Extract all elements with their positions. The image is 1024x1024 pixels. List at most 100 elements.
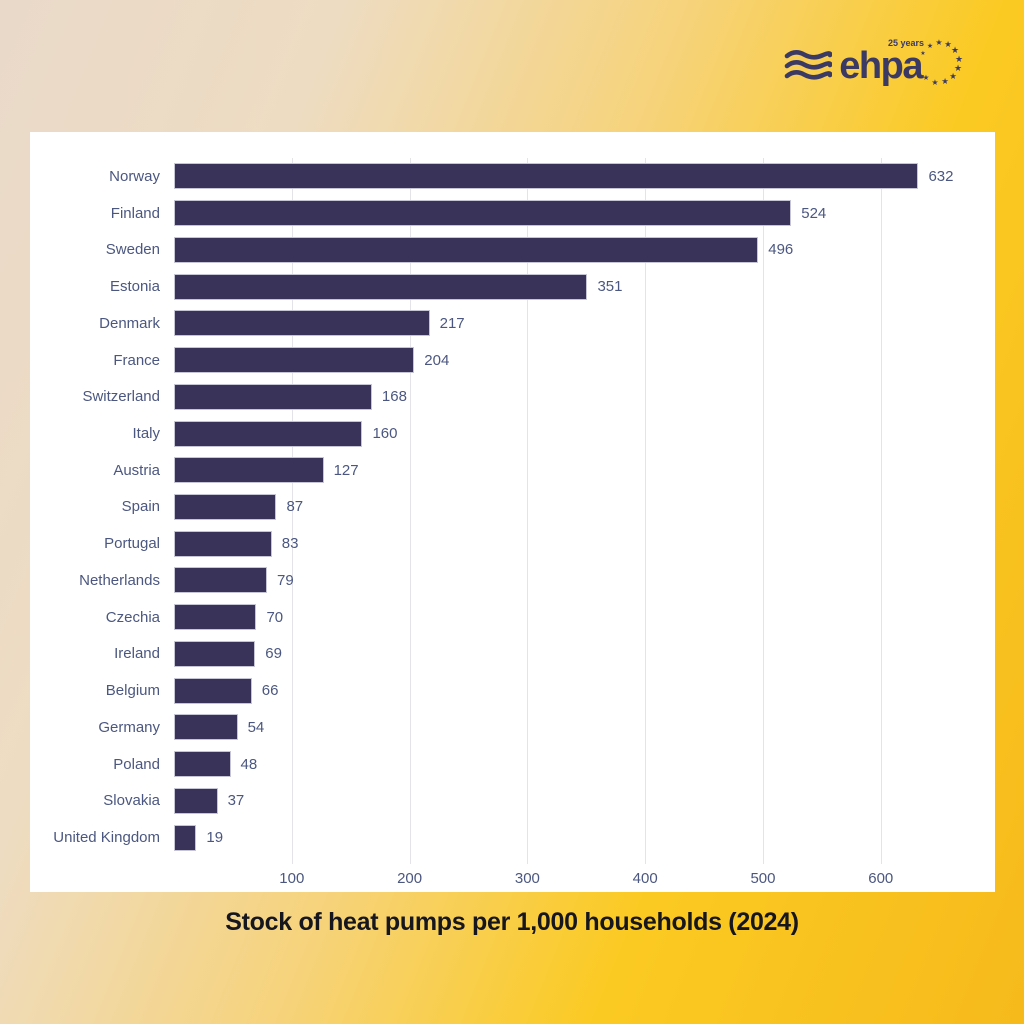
value-label: 127: [333, 461, 359, 479]
chart-title: Stock of heat pumps per 1,000 households…: [225, 908, 799, 936]
svg-text:★: ★: [935, 38, 942, 47]
bar: [174, 457, 324, 484]
bar-row: Netherlands 79: [44, 562, 975, 599]
country-label: Norway: [109, 167, 160, 185]
svg-text:★: ★: [920, 50, 925, 57]
value-label: 524: [801, 204, 827, 222]
value-label: 87: [286, 498, 304, 516]
bar-row: Italy 160: [44, 415, 975, 452]
x-tick-label: 600: [868, 870, 894, 887]
logo-name: ehpa: [839, 45, 923, 87]
chart-card: Norway 632 Finland 524 Sweden 496 Estonia 351 De…: [30, 132, 995, 892]
value-label: 83: [281, 535, 299, 553]
plot-cell: 632: [174, 163, 975, 190]
plot-cell: 87: [174, 493, 975, 520]
eu-stars-icon: ★ ★ ★ ★ ★ ★ ★ ★ ★ ★ ★: [920, 38, 963, 87]
country-label: Estonia: [109, 278, 160, 296]
plot-cell: 70: [174, 604, 975, 631]
country-label: Sweden: [105, 241, 160, 259]
bar-row: Germany 54: [44, 709, 975, 746]
plot-cell: 351: [174, 273, 975, 300]
bar: [174, 751, 231, 778]
plot-cell: 127: [174, 457, 975, 484]
bar-chart: Norway 632 Finland 524 Sweden 496 Estonia 351 De…: [44, 158, 975, 887]
bar-row: Ireland 69: [44, 636, 975, 673]
bar: [174, 347, 415, 374]
country-label: United Kingdom: [53, 829, 160, 847]
bar-row: Sweden 496: [44, 231, 975, 268]
country-label: Spain: [121, 498, 160, 516]
gridline: [291, 158, 293, 864]
bar-row: Estonia 351: [44, 268, 975, 305]
value-label: 48: [240, 755, 258, 773]
bar-rows: Norway 632 Finland 524 Sweden 496 Estonia 351 De…: [44, 158, 975, 856]
svg-text:★: ★: [927, 42, 933, 50]
plot-cell: 217: [174, 310, 975, 337]
bar: [174, 383, 372, 410]
country-label: Poland: [113, 755, 160, 773]
value-label: 168: [381, 388, 407, 406]
svg-text:★: ★: [951, 46, 959, 56]
svg-text:★: ★: [944, 40, 952, 50]
svg-text:★: ★: [941, 77, 949, 87]
svg-text:★: ★: [954, 64, 962, 74]
country-label: Netherlands: [79, 571, 160, 589]
plot-cell: 19: [174, 824, 975, 851]
country-label: Slovakia: [103, 792, 160, 810]
svg-text:★: ★: [923, 73, 930, 82]
country-label: Denmark: [99, 314, 160, 332]
value-label: 632: [928, 167, 954, 185]
bar-row: Denmark 217: [44, 305, 975, 342]
bar-row: Finland 524: [44, 195, 975, 232]
grid-layer: [174, 158, 975, 864]
plot-cell: 83: [174, 530, 975, 557]
country-label: Italy: [132, 425, 160, 442]
svg-text:★: ★: [931, 78, 938, 87]
country-label: Germany: [98, 718, 160, 736]
plot-cell: 37: [174, 787, 975, 814]
value-label: 69: [265, 645, 282, 663]
logo-tagline: 25 years: [887, 38, 924, 48]
bar: [174, 714, 238, 741]
bar-row: Slovakia 37: [44, 782, 975, 819]
value-label: 496: [768, 241, 794, 259]
plot-cell: 69: [174, 640, 975, 667]
plot-cell: 66: [174, 677, 975, 704]
value-label: 66: [261, 682, 279, 700]
country-label: Ireland: [114, 645, 160, 663]
bar-row: Poland 48: [44, 746, 975, 783]
plot-cell: 168: [174, 383, 975, 410]
svg-text:★: ★: [955, 55, 963, 65]
country-label: Switzerland: [82, 388, 160, 406]
value-label: 70: [266, 608, 284, 626]
logo-text: 25 years ehpa: [839, 38, 924, 87]
bar-row: Norway 632: [44, 158, 975, 195]
country-label: France: [113, 351, 160, 369]
value-label: 79: [277, 571, 294, 589]
bar-row: Portugal 83: [44, 525, 975, 562]
bar-row: Belgium 66: [44, 672, 975, 709]
value-label: 204: [424, 351, 450, 369]
plot-cell: 54: [174, 714, 975, 741]
x-tick-label: 100: [279, 870, 305, 887]
country-label: Austria: [113, 461, 160, 479]
bar: [174, 640, 256, 667]
plot-cell: 524: [174, 200, 975, 227]
bar: [174, 200, 792, 227]
plot-cell: 496: [174, 236, 975, 263]
country-label: Belgium: [105, 682, 160, 700]
bar-row: Switzerland 168: [44, 378, 975, 415]
bar: [174, 236, 759, 263]
bar: [174, 493, 277, 520]
value-label: 37: [227, 792, 245, 810]
gridline: [645, 158, 647, 864]
value-label: 19: [206, 829, 224, 847]
wave-icon: [784, 50, 833, 80]
bar-row: Czechia 70: [44, 599, 975, 636]
plot-cell: 79: [174, 567, 975, 594]
country-label: Finland: [110, 204, 160, 222]
bar: [174, 604, 257, 631]
bar-row: Austria 127: [44, 452, 975, 489]
value-label: 351: [597, 278, 623, 296]
x-axis: 100 200 300 400 500 600: [174, 864, 975, 894]
